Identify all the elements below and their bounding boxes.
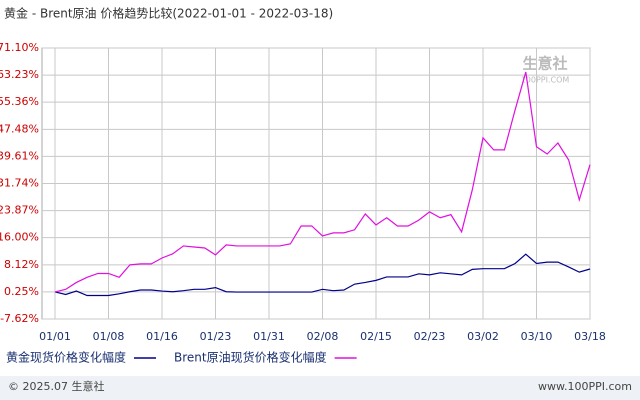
y-tick-label: 71.10% — [0, 41, 39, 54]
x-tick-label: 02/08 — [307, 330, 339, 343]
y-tick-label: 63.23% — [0, 68, 39, 81]
y-tick-label: -7.62% — [0, 312, 39, 325]
x-tick-label: 01/01 — [39, 330, 71, 343]
y-tick-label: 23.87% — [0, 204, 39, 217]
x-tick-label: 01/31 — [253, 330, 285, 343]
legend-label: 黄金现货价格变化幅度 — [6, 350, 126, 365]
x-tick-label: 01/23 — [200, 330, 232, 343]
watermark: 生意社 — [522, 55, 567, 73]
x-tick-label: 03/10 — [521, 330, 553, 343]
chart-title: 黄金 - Brent原油 价格趋势比较(2022-01-01 - 2022-03… — [4, 6, 333, 21]
y-tick-label: 0.25% — [4, 285, 39, 298]
y-tick-label: 47.48% — [0, 122, 39, 135]
x-tick-label: 03/02 — [467, 330, 499, 343]
watermark-sub: 100PPI.COM — [521, 76, 570, 85]
footer-right: www.100PPI.com — [538, 380, 632, 393]
y-tick-label: 31.74% — [0, 177, 39, 190]
x-tick-label: 02/15 — [360, 330, 392, 343]
legend-label: Brent原油现货价格变化幅度 — [174, 350, 327, 365]
footer-left: © 2025.07 生意社 — [8, 379, 104, 393]
x-tick-label: 03/18 — [574, 330, 606, 343]
y-tick-label: 8.12% — [4, 258, 39, 271]
x-tick-label: 01/08 — [93, 330, 125, 343]
x-tick-label: 01/16 — [146, 330, 178, 343]
y-tick-label: 55.36% — [0, 95, 39, 108]
series-line — [54, 71, 591, 293]
footer-bar — [0, 376, 640, 400]
y-tick-label: 16.00% — [0, 231, 39, 244]
y-tick-label: 39.61% — [0, 149, 39, 162]
x-tick-label: 02/23 — [414, 330, 446, 343]
series-line — [54, 253, 591, 297]
